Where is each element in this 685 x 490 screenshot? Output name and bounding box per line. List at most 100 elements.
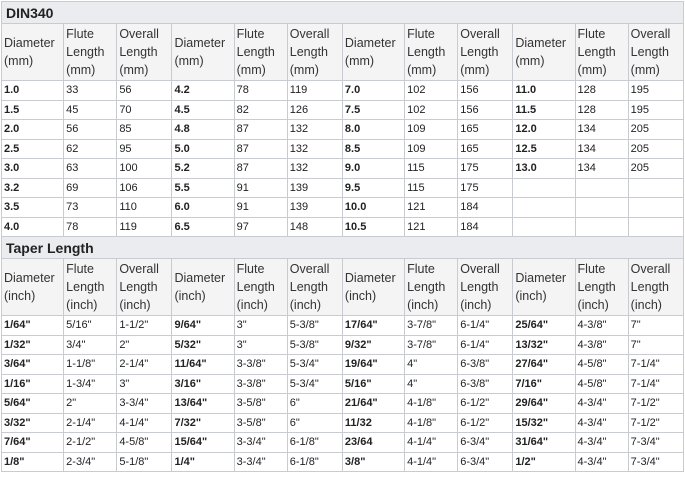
length-cell: 3-5/8" [233,393,288,414]
length-cell: 3-3/4" [233,451,288,472]
length-cell: 128 [574,99,629,120]
data-row: 3.2 69 106 5.5 91 139 9.5 115 175 [0,177,685,198]
length-cell: 5-3/8" [286,334,343,355]
diameter-cell: 4.8 [171,119,235,140]
length-cell: 4-1/8" [404,393,459,414]
diameter-cell: 5/64" [0,393,65,414]
column-header: Overall Length (inch) [116,258,173,316]
length-cell: 5-3/8" [286,315,343,336]
diameter-cell: 31/64" [512,432,576,453]
length-cell: 45 [63,99,118,120]
section-title: DIN340 [1,1,684,24]
length-cell: 132 [286,119,343,140]
diameter-cell: 3/32" [0,412,65,433]
length-cell: 6-1/8" [286,432,343,453]
table-body: DIN340 Diameter (mm) Flute Length (mm) Over… [0,1,685,472]
length-cell: 156 [457,99,514,120]
diameter-cell: 23/64 [341,432,406,453]
diameter-cell: 10.5 [341,216,406,237]
length-cell: 5-3/4" [286,373,343,394]
header-row: Diameter (inch) Flute Length (inch) Overal… [0,258,685,316]
empty-cell [627,197,685,218]
length-cell: 95 [116,138,173,159]
length-cell: 1-1/2" [116,315,173,336]
diameter-cell: 15/32" [512,412,576,433]
length-cell: 3-7/8" [404,315,459,336]
length-cell: 91 [233,177,288,198]
diameter-cell: 11/64" [171,354,235,375]
length-cell: 102 [404,80,459,101]
data-row: 2.0 56 85 4.8 87 132 8.0 109 165 12.0 134 205 [0,119,685,140]
length-cell: 6-3/8" [457,354,514,375]
diameter-cell: 9/64" [171,315,235,336]
section-title-row: Taper Length [1,236,684,259]
length-cell: 4-5/8" [574,354,629,375]
diameter-cell: 29/64" [512,393,576,414]
length-cell: 3" [233,315,288,336]
length-cell: 6" [286,393,343,414]
diameter-cell: 1/8" [0,451,65,472]
length-cell: 97 [233,216,288,237]
column-header: Overall Length (mm) [286,23,343,81]
column-header: Overall Length (mm) [116,23,173,81]
diameter-cell: 13.0 [512,158,576,179]
column-header: Flute Length (inch) [404,258,459,316]
length-cell: 3-3/8" [233,354,288,375]
column-header: Flute Length (inch) [233,258,288,316]
empty-cell [512,177,576,198]
section-title-row: DIN340 [1,1,684,24]
length-cell: 1-1/8" [63,354,118,375]
length-cell: 102 [404,99,459,120]
length-cell: 7-3/4" [627,451,685,472]
diameter-cell: 4.5 [171,99,235,120]
length-cell: 6-1/2" [457,412,514,433]
length-cell: 6-3/4" [457,432,514,453]
length-cell: 4-5/8" [116,432,173,453]
length-cell: 4-3/8" [574,315,629,336]
length-cell: 2-1/4" [116,354,173,375]
diameter-cell: 1/4" [171,451,235,472]
column-header: Overall Length (mm) [627,23,685,81]
diameter-cell: 1/16" [0,373,65,394]
column-header: Flute Length (mm) [404,23,459,81]
length-cell: 6" [286,412,343,433]
length-cell: 195 [627,80,685,101]
length-cell: 121 [404,216,459,237]
empty-cell [627,177,685,198]
length-cell: 6-1/2" [457,393,514,414]
diameter-cell: 7/16" [512,373,576,394]
diameter-cell: 7.5 [341,99,406,120]
diameter-cell: 3.0 [0,158,65,179]
column-header: Overall Length (mm) [457,23,514,81]
data-row: 1/32" 3/4" 2" 5/32" 3" 5-3/8" 9/32" 3-7/8" 6-1/4… [0,334,685,355]
length-cell: 119 [286,80,343,101]
data-row: 5/64" 2" 3-3/4" 13/64" 3-5/8" 6" 21/64" 4-1/8" 6… [0,393,685,414]
length-cell: 4" [404,354,459,375]
diameter-cell: 1.5 [0,99,65,120]
length-cell: 6-3/8" [457,373,514,394]
length-cell: 7-1/2" [627,393,685,414]
diameter-cell: 8.5 [341,138,406,159]
length-cell: 7-3/4" [627,432,685,453]
length-cell: 184 [457,197,514,218]
data-row: 3.5 73 110 6.0 91 139 10.0 121 184 [0,197,685,218]
length-cell: 4-1/4" [116,412,173,433]
length-cell: 3-5/8" [233,412,288,433]
diameter-cell: 4.2 [171,80,235,101]
length-cell: 7-1/4" [627,373,685,394]
length-cell: 139 [286,177,343,198]
length-cell: 87 [233,158,288,179]
length-cell: 2" [63,393,118,414]
diameter-cell: 3/8" [341,451,406,472]
column-header: Diameter (inch) [0,258,65,316]
diameter-cell: 15/64" [171,432,235,453]
empty-cell [574,177,629,198]
diameter-cell: 7/64" [0,432,65,453]
data-row: 1.0 33 56 4.2 78 119 7.0 102 156 11.0 128 195 [0,80,685,101]
diameter-cell: 5/32" [171,334,235,355]
diameter-cell: 2.0 [0,119,65,140]
diameter-cell: 8.0 [341,119,406,140]
data-row: 1/16" 1-3/4" 3" 3/16" 3-3/8" 5-3/4" 5/16" 4" 6-3… [0,373,685,394]
length-cell: 78 [233,80,288,101]
